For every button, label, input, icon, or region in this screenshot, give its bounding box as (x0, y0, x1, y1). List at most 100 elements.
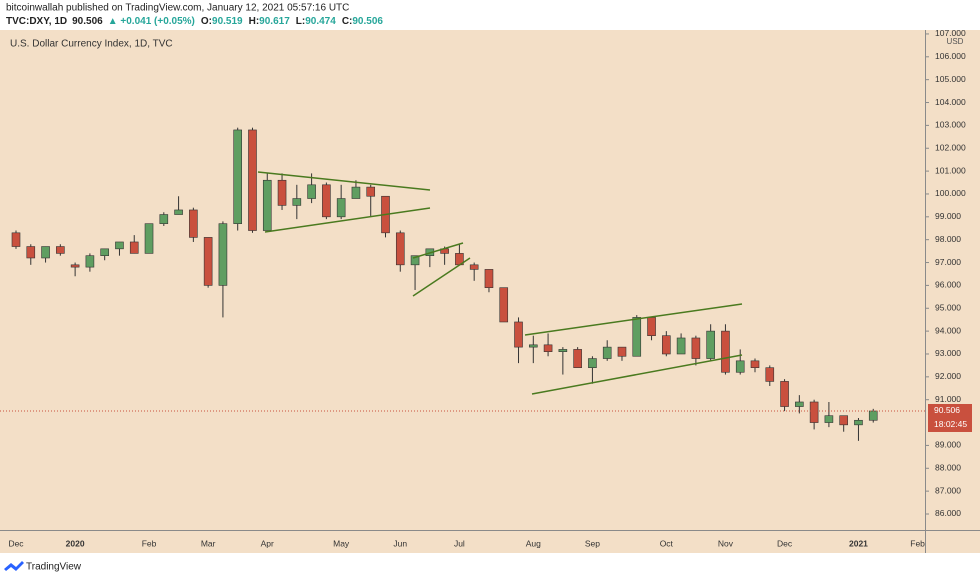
candle-body (528, 344, 538, 348)
candle-body (809, 401, 819, 423)
candle-body (366, 186, 376, 197)
candle-body (514, 321, 523, 348)
y-tick-label: 88.000 (935, 463, 961, 473)
chart-title: U.S. Dollar Currency Index, 1D, TVC (10, 39, 173, 50)
candle-body (765, 367, 775, 382)
candle-body (691, 337, 701, 359)
candle-body (573, 349, 582, 368)
x-tick-label: 2020 (66, 538, 85, 548)
y-tick-label: 94.000 (935, 325, 961, 335)
candle-body (721, 330, 730, 373)
candle-body (676, 337, 686, 355)
change: ▲ +0.041 (+0.05%) (108, 16, 195, 27)
candle-body (647, 317, 656, 336)
chart-background (0, 30, 980, 553)
y-tick-label: 105.000 (935, 74, 966, 84)
candle-body (129, 241, 139, 254)
x-tick-label: Feb (910, 538, 925, 548)
last-price-box (928, 403, 972, 418)
candle-body (56, 246, 65, 254)
candle-body (395, 232, 405, 266)
candle-body (189, 209, 198, 238)
ohlc-label: L: (296, 16, 305, 27)
currency-label: USD (947, 37, 964, 46)
x-tick-label: Dec (8, 538, 24, 548)
candle-body (85, 255, 95, 268)
ohlc-value: 90.617 (259, 16, 290, 27)
y-tick-label: 101.000 (935, 165, 966, 175)
y-tick-label: 95.000 (935, 303, 961, 313)
candle-body (203, 237, 213, 286)
candle-body (706, 330, 715, 359)
candle-body (11, 232, 21, 247)
x-tick-label: Jul (454, 538, 465, 548)
ohlc-value: 90.519 (212, 16, 243, 27)
candle-body (632, 317, 642, 357)
footer-logo (4, 561, 24, 571)
ohlc-label: C: (342, 16, 353, 27)
x-tick-label: Jun (393, 538, 407, 548)
y-tick-label: 96.000 (935, 280, 961, 290)
candle-body (233, 129, 242, 224)
ohlc-value: 90.474 (305, 16, 336, 27)
candle-body (70, 264, 80, 268)
candle-body (41, 246, 50, 259)
candle-body (277, 179, 287, 206)
candle-body (307, 184, 316, 199)
ohlc-value: 90.506 (352, 16, 383, 27)
x-tick-label: Oct (660, 538, 674, 548)
candle-body (174, 209, 183, 215)
x-tick-label: Mar (201, 538, 216, 548)
timer-box (928, 417, 972, 432)
trendline (264, 207, 431, 233)
trendline (531, 354, 743, 395)
y-tick-label: 97.000 (935, 257, 961, 267)
trendlines (257, 171, 743, 395)
candle-body (868, 410, 878, 421)
plot (11, 127, 878, 441)
candle-body (662, 335, 671, 355)
symbol-line: TVC:DXY, 1D 90.506 ▲ +0.041 (+0.05%) O:90.5… (6, 16, 383, 27)
x-tick-label: Nov (718, 538, 734, 548)
candle-body (144, 223, 154, 254)
ohlc-label: O: (201, 16, 212, 27)
ohlc-label: H: (249, 16, 260, 27)
y-tick-label: 102.000 (935, 142, 966, 152)
candle-body (218, 223, 228, 286)
y-tick-label: 104.000 (935, 97, 966, 107)
candle-body (617, 346, 627, 357)
y-tick-label: 98.000 (935, 234, 961, 244)
y-tick-label: 92.000 (935, 371, 961, 381)
x-tick-label: Feb (142, 538, 157, 548)
candle-body (484, 269, 494, 288)
candle-body (735, 360, 745, 373)
candle-body (100, 248, 109, 256)
y-tick-label: 93.000 (935, 348, 961, 358)
x-tick-label: 2021 (849, 538, 868, 548)
candle-body (824, 415, 834, 423)
candle-body (558, 349, 568, 352)
trendline (412, 242, 464, 259)
y-tick-label: 106.000 (935, 51, 966, 61)
candle-body (750, 360, 760, 368)
y-tick-label: 107.000 (935, 28, 966, 38)
candle-body (26, 246, 36, 259)
y-tick-label: 87.000 (935, 485, 961, 495)
y-tick-label: 100.000 (935, 188, 966, 198)
candle-body (854, 419, 863, 426)
y-tick-label: 86.000 (935, 508, 961, 518)
trendline (524, 303, 743, 336)
timer-label: 18:02:45 (934, 419, 967, 429)
trendline (257, 171, 431, 191)
last-price-label: 90.506 (934, 405, 960, 415)
y-tick-label: 99.000 (935, 211, 961, 221)
y-tick-label: 103.000 (935, 120, 966, 130)
candle-body (262, 179, 272, 231)
logo-icon (4, 561, 24, 571)
x-tick-label: Sep (585, 538, 600, 548)
candle-body (543, 344, 553, 352)
candle-body (469, 264, 479, 270)
candle-body (159, 214, 169, 224)
